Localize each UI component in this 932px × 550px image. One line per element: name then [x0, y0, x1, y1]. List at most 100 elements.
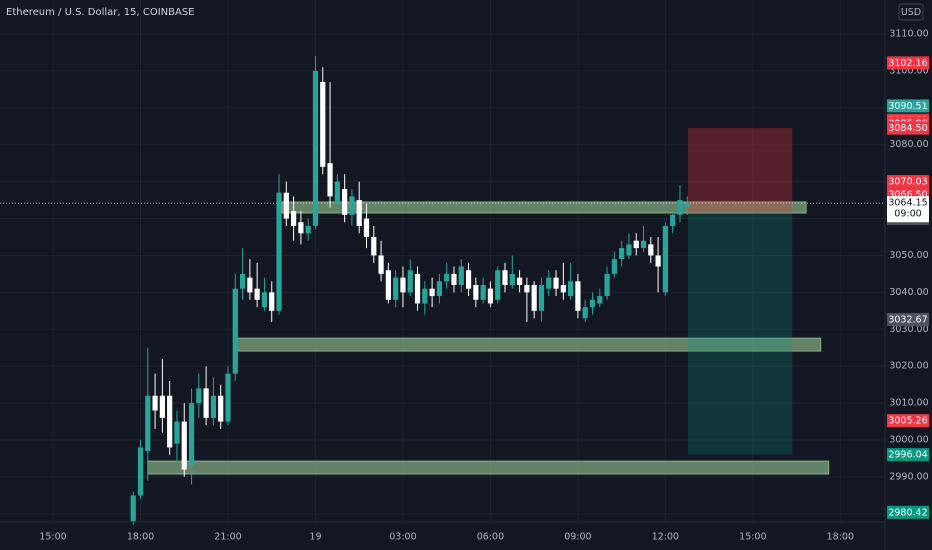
candle-body	[626, 244, 632, 256]
candle-body	[480, 284, 486, 300]
candle-body	[261, 292, 268, 308]
candle-body	[516, 277, 523, 285]
candle-body	[597, 296, 603, 304]
x-tick-label: 06:00	[477, 532, 504, 543]
candle-body	[487, 288, 494, 304]
candle-body	[371, 237, 377, 256]
candle-body	[174, 421, 180, 444]
candle-body	[458, 266, 464, 285]
zone	[281, 201, 807, 214]
candle-body	[662, 225, 668, 293]
price-tag	[887, 56, 929, 70]
price-tag	[887, 505, 929, 519]
currency-box[interactable]	[898, 3, 924, 21]
price-tag-label: 3032.67	[888, 314, 927, 325]
candle-body	[320, 81, 326, 167]
price-tag-label: 3102.16	[888, 58, 927, 69]
chart-title: Ethereum / U.S. Dollar, 15, COINBASE	[6, 7, 195, 18]
x-tick-label: 12:00	[652, 532, 679, 543]
candle-body	[451, 273, 457, 285]
price-tag	[887, 121, 929, 135]
candle-body	[400, 277, 406, 293]
target-area	[687, 212, 793, 455]
candle-body	[312, 70, 319, 226]
candle-body	[619, 248, 625, 260]
price-tag	[887, 414, 929, 428]
x-tick-label: 15:00	[739, 532, 766, 543]
countdown-label: 09:00	[894, 209, 921, 220]
candle-body	[648, 244, 654, 256]
x-tick-label: 21:00	[214, 532, 241, 543]
price-tag-label: 2980.42	[888, 507, 927, 518]
y-tick-label: 2990.00	[889, 471, 928, 482]
candle-body	[342, 189, 348, 215]
candle-body	[152, 395, 158, 411]
candle-body	[210, 395, 217, 418]
candle-body	[633, 240, 639, 249]
candle-body	[422, 288, 428, 304]
candle-body	[269, 292, 275, 311]
price-tag	[887, 448, 929, 462]
y-tick-label: 3080.00	[889, 139, 928, 150]
y-tick-label: 3110.00	[889, 28, 928, 39]
price-tag-label: 2996.04	[888, 450, 927, 461]
x-tick-label: 15:00	[39, 532, 66, 543]
candle-body	[196, 388, 202, 404]
candle-body	[436, 281, 442, 297]
candle-body	[130, 495, 136, 522]
candle-body	[225, 373, 231, 422]
y-tick-label: 3050.00	[889, 250, 928, 261]
candle-body	[495, 270, 501, 300]
candle-body	[531, 284, 537, 311]
x-tick-label: 03:00	[389, 532, 416, 543]
candle-body	[247, 277, 253, 293]
price-tag-label: 3005.26	[888, 416, 927, 427]
candle-body	[305, 225, 311, 234]
candle-body	[553, 277, 559, 289]
axes: 3110.003100.003090.003080.003070.003060.…	[39, 28, 929, 543]
candle-body	[254, 288, 260, 300]
price-tag-label: 3084.50	[888, 123, 927, 134]
candle-body	[327, 163, 333, 197]
y-tick-label: 3010.00	[889, 398, 928, 409]
price-tag	[887, 175, 929, 189]
y-tick-label: 3040.00	[889, 287, 928, 298]
candle-body	[378, 255, 384, 274]
y-tick-label: 3020.00	[889, 361, 928, 372]
y-tick-label: 3000.00	[889, 435, 928, 446]
price-tag	[887, 99, 929, 113]
candle-body	[509, 273, 515, 285]
candle-body	[670, 214, 676, 226]
candle-body	[604, 273, 610, 297]
candle-body	[611, 259, 617, 274]
price-tag-label: 3070.03	[888, 177, 927, 188]
candle-body	[181, 421, 187, 470]
y-tick-label: 3030.00	[889, 324, 928, 335]
candle-body	[444, 273, 450, 282]
candle-body	[239, 273, 246, 289]
candle-body	[145, 395, 151, 452]
candle-body	[385, 270, 391, 300]
candle-body	[291, 211, 297, 226]
candle-body	[568, 281, 574, 297]
currency[interactable]: USD	[901, 7, 921, 18]
candle-body	[137, 447, 144, 496]
candle-body	[283, 192, 289, 219]
x-tick-label: 19	[309, 532, 321, 543]
candle-body	[655, 255, 661, 267]
candle-body	[677, 200, 683, 215]
candle-body	[473, 284, 479, 300]
y-tick-label: 3100.00	[889, 65, 928, 76]
candle-body	[232, 288, 238, 374]
candle-body	[560, 284, 566, 293]
candle-body	[465, 270, 472, 289]
candle-body	[502, 270, 508, 285]
candle-body	[159, 395, 165, 418]
candle-body	[276, 192, 282, 311]
x-tick-label: 09:00	[564, 532, 591, 543]
candle-body	[203, 388, 209, 418]
candle-body	[334, 181, 340, 204]
x-tick-label: 18:00	[827, 532, 854, 543]
candle-body	[407, 270, 413, 293]
candle-body	[524, 284, 530, 293]
